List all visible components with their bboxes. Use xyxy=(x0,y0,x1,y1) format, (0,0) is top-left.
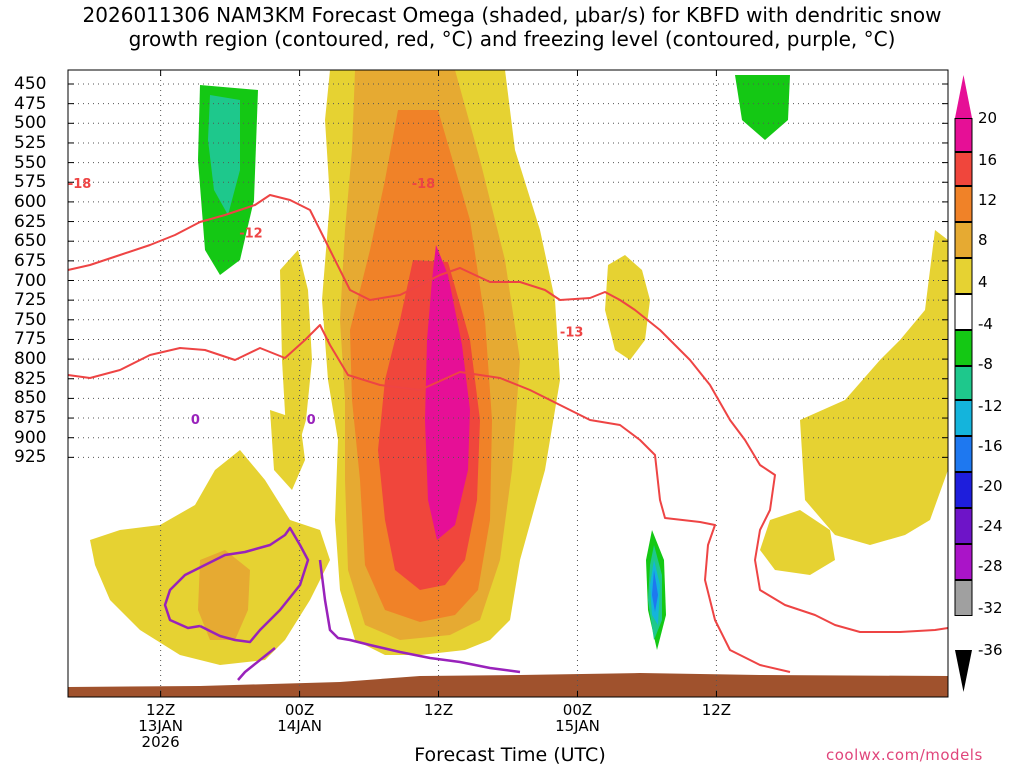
x-tick-label: 13JAN xyxy=(138,717,183,735)
colorbar-label: -32 xyxy=(978,599,1003,617)
colorbar-label: 4 xyxy=(978,273,988,291)
omega-shade-neg4-right-low xyxy=(824,565,838,655)
colorbar-label: -8 xyxy=(978,355,993,373)
y-tick-label: 500 xyxy=(14,113,47,134)
colorbar-box-2 xyxy=(954,186,973,222)
y-tick-label: 800 xyxy=(14,349,47,370)
contour-minus-18 xyxy=(67,194,949,633)
y-tick-label: 775 xyxy=(14,329,47,350)
y-tick-label: 700 xyxy=(14,270,47,291)
y-tick-label: 625 xyxy=(14,211,47,232)
omega-shade-20-core xyxy=(425,245,470,540)
y-tick-label: 925 xyxy=(14,447,47,468)
colorbar-label: -36 xyxy=(978,641,1003,659)
colorbar-label: -4 xyxy=(978,315,993,333)
colorbar-box-8 xyxy=(954,400,973,436)
x-tick-label: 15JAN xyxy=(555,717,600,735)
contour-freezing-0-loop xyxy=(163,526,310,644)
omega-shade-neg20-15jan xyxy=(652,570,658,612)
x-tick-label: 00Z xyxy=(562,701,593,719)
x-tick-label: 12Z xyxy=(145,701,176,719)
y-tick-label: 675 xyxy=(14,250,47,271)
y-tick-label: 600 xyxy=(14,191,47,212)
colorbar-box-3 xyxy=(954,222,973,258)
omega-shade-4-mid-right xyxy=(605,255,650,360)
y-tick-label: 575 xyxy=(14,172,47,193)
colorbar-label: 12 xyxy=(978,191,998,209)
y-tick-label: 875 xyxy=(14,408,47,429)
colorbar-label: -16 xyxy=(978,437,1003,455)
colorbar-box-13 xyxy=(954,580,973,616)
omega-shade-neg4-left-edge xyxy=(68,70,90,470)
y-tick-label: 450 xyxy=(14,74,47,94)
plot-frame xyxy=(67,69,949,698)
colorbar-label: -12 xyxy=(978,397,1003,415)
y-tick-label: 650 xyxy=(14,231,47,252)
colorbar-box-7 xyxy=(954,366,973,400)
contour-label-5: 0 xyxy=(307,413,316,428)
contour-label-4: 0 xyxy=(191,413,200,428)
y-tick-label: 825 xyxy=(14,368,47,389)
contour-label-3: -13 xyxy=(560,326,584,341)
omega-shade-4-right-low xyxy=(760,510,835,575)
terrain-surface xyxy=(68,673,948,697)
x-tick-label: 14JAN xyxy=(277,717,322,735)
colorbar-box-10 xyxy=(954,472,973,508)
contour-label-1: -12 xyxy=(239,227,263,242)
colorbar-label: -20 xyxy=(978,477,1003,495)
colorbar-label: -28 xyxy=(978,557,1003,575)
x-tick-label: 12Z xyxy=(701,701,732,719)
chart-title-line-2: growth region (contoured, red, °C) and f… xyxy=(128,27,896,51)
contour-freezing-0-tail xyxy=(237,647,276,681)
y-tick-label: 475 xyxy=(14,93,47,114)
colorbar-box-9 xyxy=(954,436,973,472)
x-tick-label: 12Z xyxy=(423,701,454,719)
colorbar-box-5 xyxy=(954,294,973,330)
credit-text: coolwx.com/models xyxy=(826,746,983,764)
omega-shade-neg4-15jan-2 xyxy=(675,470,690,580)
omega-shade-neg4-tiny xyxy=(330,445,336,495)
contour-freezing-0 xyxy=(318,559,521,674)
colorbar-box-11 xyxy=(954,508,973,544)
colorbar-box-12 xyxy=(954,544,973,580)
omega-shade-4-left-blob xyxy=(270,410,305,490)
x-tick-label: 2026 xyxy=(141,733,180,751)
colorbar-label: 8 xyxy=(978,231,988,249)
colorbar-top-arrow xyxy=(955,75,972,118)
colorbar-label: -24 xyxy=(978,517,1003,535)
y-tick-label: 850 xyxy=(14,388,47,409)
y-tick-label: 550 xyxy=(14,152,47,173)
chart-title-line-1: 2026011306 NAM3KM Forecast Omega (shaded… xyxy=(82,3,942,27)
colorbar-box-6 xyxy=(954,330,973,366)
colorbar-box-1 xyxy=(954,152,973,186)
omega-shade-8-low-left xyxy=(198,550,250,640)
x-tick-label: 00Z xyxy=(284,701,315,719)
contour-label-2: -18 xyxy=(412,177,436,192)
colorbar-label: 20 xyxy=(978,109,998,127)
contour-label-0: -18 xyxy=(68,177,92,192)
contour-minus-12 xyxy=(67,324,791,673)
omega-shade-neg12-upper-left xyxy=(208,95,240,215)
colorbar-box-0 xyxy=(954,118,973,152)
colorbar-bottom-arrow xyxy=(955,650,972,692)
y-tick-label: 725 xyxy=(14,290,47,311)
omega-shade-4-left-column xyxy=(280,250,312,455)
colorbar-label: 16 xyxy=(978,151,998,169)
y-tick-label: 900 xyxy=(14,427,47,448)
x-axis-title: Forecast Time (UTC) xyxy=(414,744,606,766)
omega-shade-4-right xyxy=(800,230,948,545)
colorbar-box-4 xyxy=(954,258,973,294)
y-tick-label: 750 xyxy=(14,309,47,330)
y-tick-label: 525 xyxy=(14,132,47,153)
